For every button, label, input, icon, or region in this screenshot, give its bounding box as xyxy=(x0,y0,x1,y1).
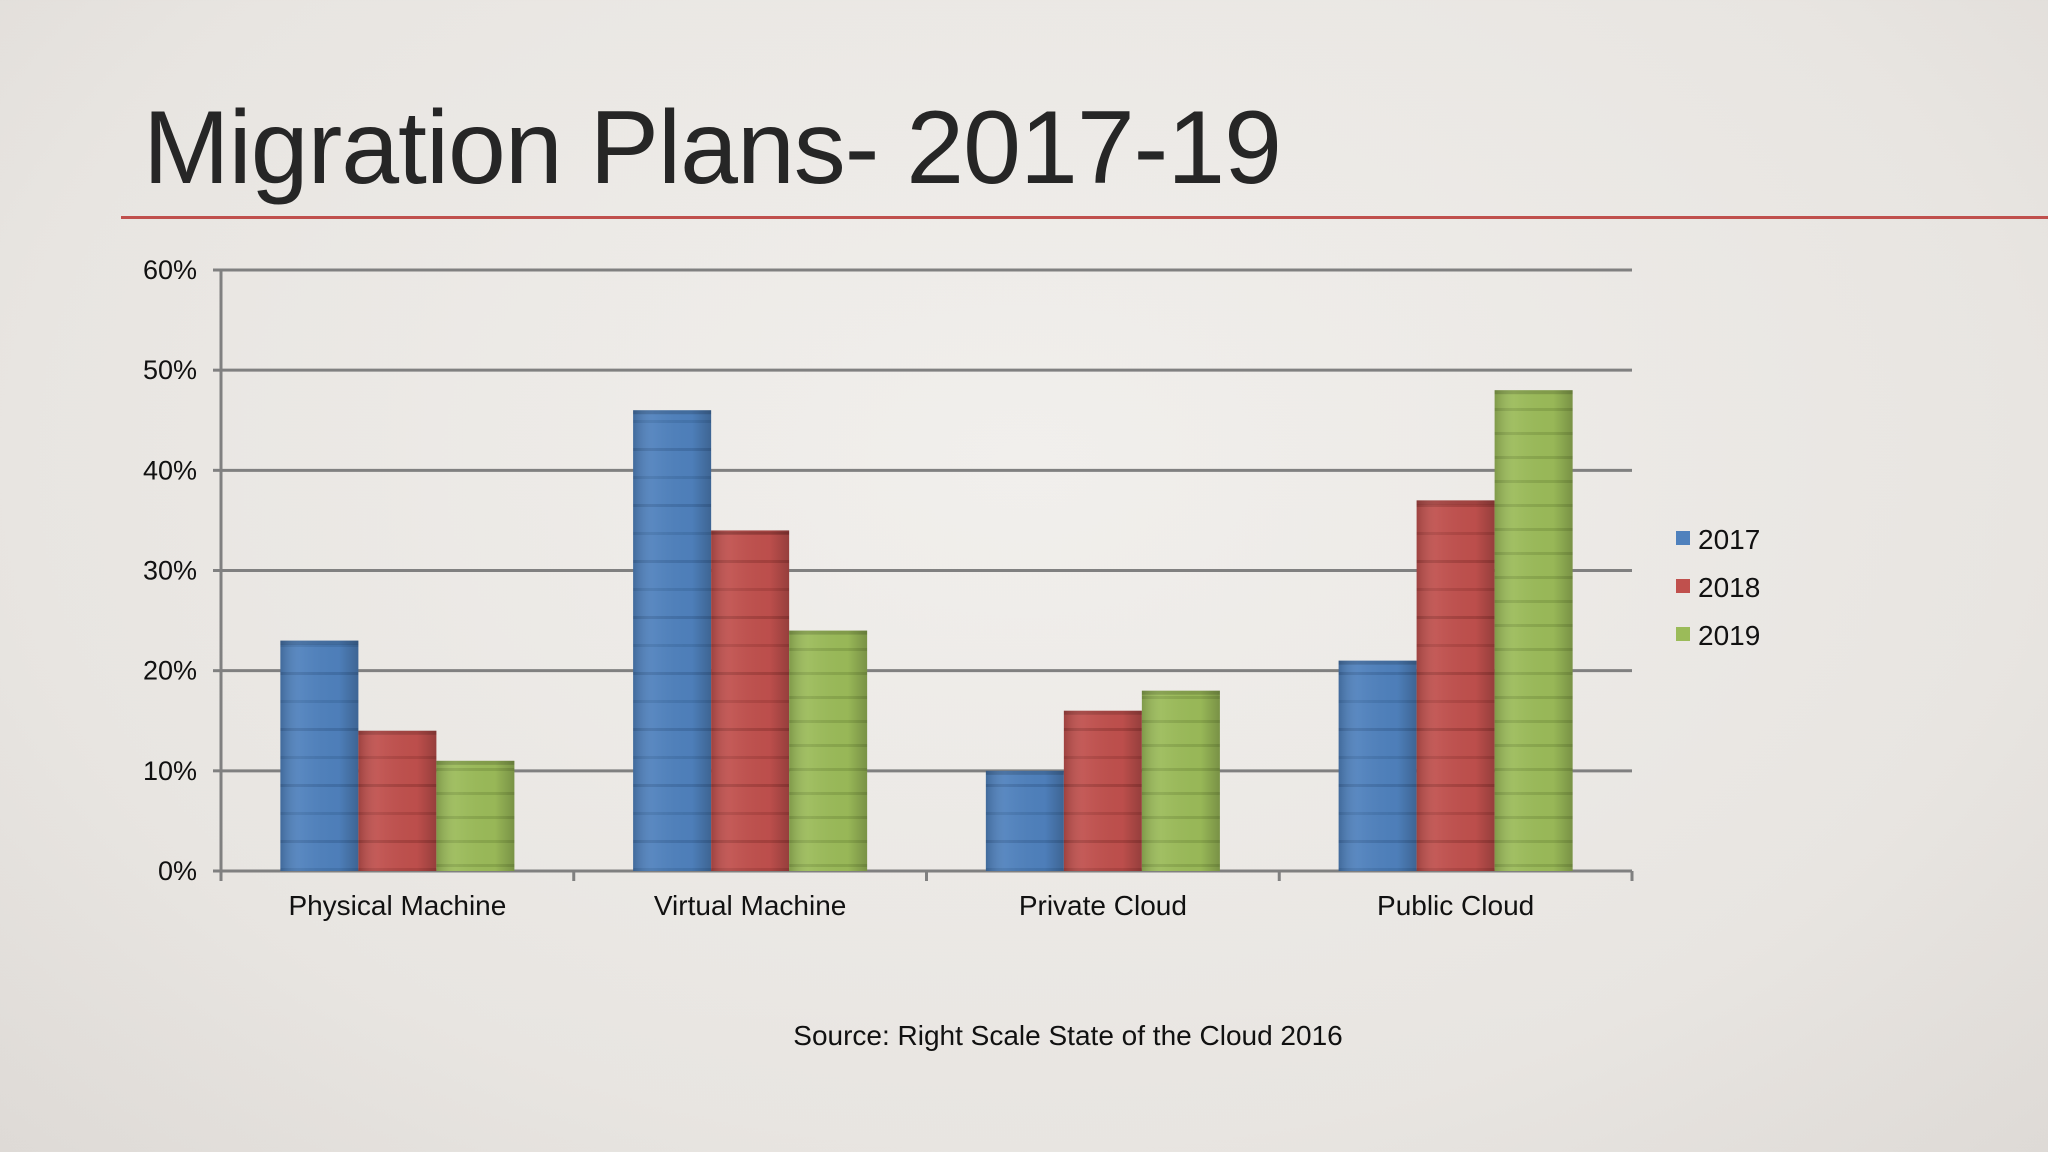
bar-2017-physical-machine xyxy=(280,640,359,871)
y-tick-label: 40% xyxy=(143,455,197,485)
category-label: Public Cloud xyxy=(1377,890,1534,921)
bar-2018-virtual-machine xyxy=(711,530,790,871)
bar-top-edge xyxy=(280,640,359,645)
bar-2018-private-cloud xyxy=(1063,710,1142,871)
bar-2018-physical-machine xyxy=(358,730,437,871)
bar-top-edge xyxy=(436,760,515,765)
bars xyxy=(280,390,1573,871)
bar-shading xyxy=(985,770,1064,871)
bar-shading xyxy=(711,530,790,871)
bar-top-edge xyxy=(1063,710,1142,715)
bar-top-edge xyxy=(1416,500,1495,505)
source-note: Source: Right Scale State of the Cloud 2… xyxy=(793,1020,1343,1051)
legend-swatch-2017 xyxy=(1676,531,1690,545)
bar-top-edge xyxy=(1338,660,1417,665)
bar-shading xyxy=(358,730,437,871)
legend: 2017 2018 2019 xyxy=(1676,524,1760,651)
bar-shading xyxy=(789,630,868,871)
y-tick-label: 50% xyxy=(143,355,197,385)
y-tick-label: 30% xyxy=(143,556,197,586)
bar-shading xyxy=(633,410,712,871)
legend-swatch-2018 xyxy=(1676,579,1690,593)
bar-top-edge xyxy=(358,730,437,735)
bar-top-edge xyxy=(789,630,868,635)
bar-shading xyxy=(1494,390,1573,871)
bar-top-edge xyxy=(1141,690,1220,695)
slide-title: Migration Plans- 2017-19 xyxy=(143,90,1282,206)
y-tick-labels: 0% 10% 20% 30% 40% 50% 60% xyxy=(143,255,197,886)
bar-shading xyxy=(1338,660,1417,871)
bar-2018-public-cloud xyxy=(1416,500,1495,871)
bar-shading xyxy=(1416,500,1495,871)
bar-top-edge xyxy=(711,530,790,535)
bar-2019-public-cloud xyxy=(1494,390,1573,871)
bar-2017-virtual-machine xyxy=(633,410,712,871)
legend-swatch-2019 xyxy=(1676,627,1690,641)
legend-label-2019: 2019 xyxy=(1698,620,1760,651)
bar-2019-private-cloud xyxy=(1141,690,1220,871)
bar-shading xyxy=(280,640,359,871)
bar-top-edge xyxy=(1494,390,1573,395)
bar-top-edge xyxy=(633,410,712,415)
bar-2017-private-cloud xyxy=(985,770,1064,871)
bar-top-edge xyxy=(985,770,1064,775)
y-tick-label: 20% xyxy=(143,656,197,686)
bar-shading xyxy=(436,760,515,871)
bar-2017-public-cloud xyxy=(1338,660,1417,871)
y-tick-label: 60% xyxy=(143,255,197,285)
bar-shading xyxy=(1141,690,1220,871)
bar-2019-virtual-machine xyxy=(789,630,868,871)
y-tick-label: 10% xyxy=(143,756,197,786)
bar-shading xyxy=(1063,710,1142,871)
y-tick-label: 0% xyxy=(158,856,197,886)
legend-label-2018: 2018 xyxy=(1698,572,1760,603)
legend-label-2017: 2017 xyxy=(1698,524,1760,555)
title-divider xyxy=(121,216,2048,219)
category-label: Private Cloud xyxy=(1019,890,1187,921)
bar-2019-physical-machine xyxy=(436,760,515,871)
category-label: Physical Machine xyxy=(288,890,506,921)
category-label: Virtual Machine xyxy=(654,890,846,921)
category-labels: Physical Machine Virtual Machine Private C… xyxy=(288,890,1534,921)
